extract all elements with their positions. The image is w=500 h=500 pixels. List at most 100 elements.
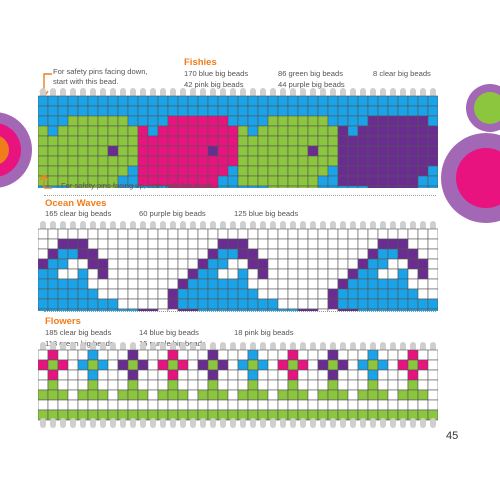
- bead: [38, 389, 49, 401]
- bead: [157, 115, 169, 127]
- bead: [327, 185, 339, 188]
- bead: [367, 165, 379, 177]
- bead: [277, 135, 289, 147]
- bead: [337, 185, 349, 188]
- bead: [287, 165, 299, 177]
- bead: [277, 298, 289, 310]
- pin-head: [60, 88, 66, 98]
- bead: [127, 379, 139, 391]
- bead: [337, 175, 349, 187]
- pin-head: [410, 88, 416, 98]
- bead: [257, 268, 269, 280]
- bead: [377, 278, 389, 290]
- bead: [177, 145, 189, 157]
- bead: [367, 135, 379, 147]
- bead: [347, 155, 359, 167]
- bead: [237, 135, 249, 147]
- pin-head: [40, 88, 46, 98]
- bead: [257, 369, 269, 381]
- bead: [237, 288, 249, 300]
- bead: [177, 258, 189, 270]
- bead: [217, 248, 229, 260]
- bead: [337, 298, 349, 310]
- bead: [397, 105, 409, 117]
- bead: [38, 135, 49, 147]
- bead: [417, 349, 429, 361]
- bead: [207, 105, 219, 117]
- bead: [347, 165, 359, 177]
- bead: [277, 389, 289, 401]
- pin-head: [80, 418, 86, 428]
- note-pins-down: For safety pins facing down, start with …: [53, 67, 148, 87]
- bead: [127, 359, 139, 371]
- bead: [177, 298, 189, 310]
- bead: [177, 185, 189, 188]
- bead: [107, 308, 119, 311]
- bead: [427, 248, 438, 260]
- bead: [167, 268, 179, 280]
- bead: [47, 298, 59, 310]
- bead: [337, 258, 349, 270]
- fishies-count-clear: 8 clear big beads: [373, 69, 431, 78]
- bead: [57, 105, 69, 117]
- bead: [377, 95, 389, 107]
- bead: [367, 349, 379, 361]
- bead: [387, 278, 399, 290]
- bead: [367, 298, 379, 310]
- bead: [287, 258, 299, 270]
- bead: [317, 248, 329, 260]
- bead: [87, 115, 99, 127]
- bead: [407, 308, 419, 311]
- bead: [38, 359, 49, 371]
- bead: [307, 145, 319, 157]
- bead: [57, 258, 69, 270]
- pin-head: [290, 342, 296, 352]
- bead: [287, 278, 299, 290]
- bead: [67, 135, 79, 147]
- bead: [67, 248, 79, 260]
- bead: [177, 379, 189, 391]
- pin-head: [160, 342, 166, 352]
- pin-head: [400, 88, 406, 98]
- bead: [247, 115, 259, 127]
- bead: [247, 125, 259, 137]
- bead: [337, 95, 349, 107]
- bead: [77, 185, 89, 188]
- bead: [227, 228, 239, 240]
- bead: [317, 105, 329, 117]
- bead: [217, 125, 229, 137]
- pin-head: [390, 221, 396, 231]
- bead: [337, 145, 349, 157]
- bead: [267, 379, 279, 391]
- bead: [257, 288, 269, 300]
- bead: [47, 185, 59, 188]
- bead: [87, 349, 99, 361]
- bead: [327, 389, 339, 401]
- bead: [77, 389, 89, 401]
- bead: [137, 155, 149, 167]
- bead: [127, 288, 139, 300]
- bead: [427, 228, 438, 240]
- bead: [97, 268, 109, 280]
- bead: [407, 125, 419, 137]
- bead: [347, 238, 359, 250]
- bead: [207, 288, 219, 300]
- bead: [377, 125, 389, 137]
- bead: [327, 349, 339, 361]
- bead: [357, 115, 369, 127]
- bead: [377, 185, 389, 188]
- bead: [377, 115, 389, 127]
- bead: [317, 389, 329, 401]
- bead: [367, 359, 379, 371]
- bead: [197, 268, 209, 280]
- bead: [367, 389, 379, 401]
- bead: [77, 258, 89, 270]
- bead: [207, 258, 219, 270]
- bead: [107, 105, 119, 117]
- bead: [187, 399, 199, 411]
- bead: [277, 359, 289, 371]
- bead: [167, 145, 179, 157]
- bead: [277, 248, 289, 260]
- bead: [167, 95, 179, 107]
